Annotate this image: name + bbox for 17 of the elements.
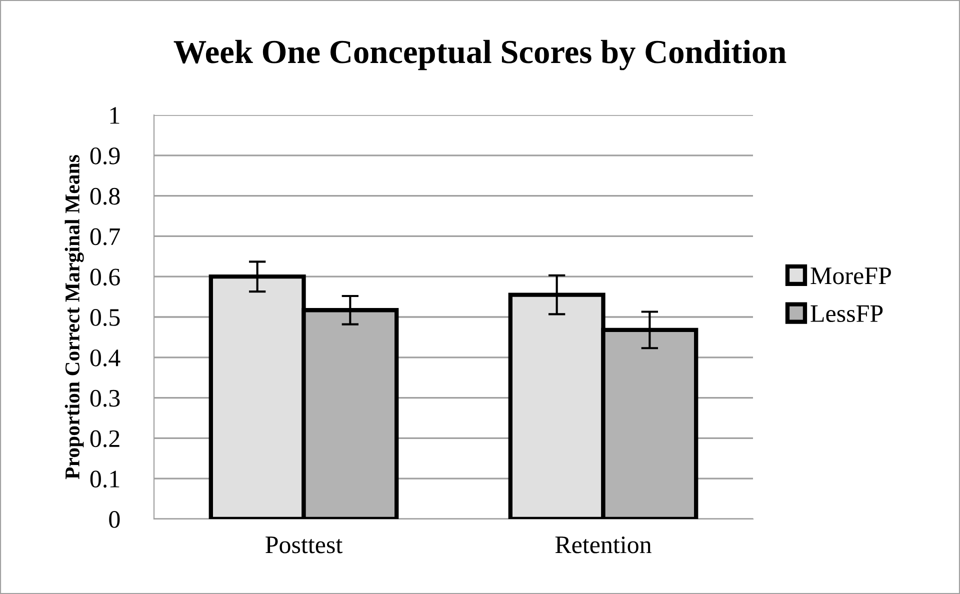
y-tick-label: 0.5 — [90, 309, 120, 326]
y-tick-label: 0.7 — [90, 228, 120, 246]
y-tick-label: 0.1 — [90, 470, 120, 488]
chart-title: Week One Conceptual Scores by Condition — [174, 40, 786, 70]
y-tick-label: 0.2 — [90, 430, 120, 448]
x-tick-label: Retention — [555, 536, 652, 554]
y-tick-label: 0.4 — [90, 349, 120, 366]
x-tick-label: Posttest — [266, 536, 342, 554]
y-tick-label: 0.3 — [90, 390, 120, 407]
y-tick-label: 1 — [110, 107, 120, 124]
y-tick-label: 0 — [109, 511, 120, 528]
y-axis-title: Proportion Correct Marginal Means — [64, 155, 84, 480]
y-tick-label: 0.6 — [90, 268, 120, 286]
y-tick-label: 0.9 — [90, 147, 120, 164]
legend-label: MoreFP — [810, 268, 891, 284]
y-tick-label: 0.8 — [90, 188, 120, 205]
legend-label: LessFP — [810, 305, 883, 322]
